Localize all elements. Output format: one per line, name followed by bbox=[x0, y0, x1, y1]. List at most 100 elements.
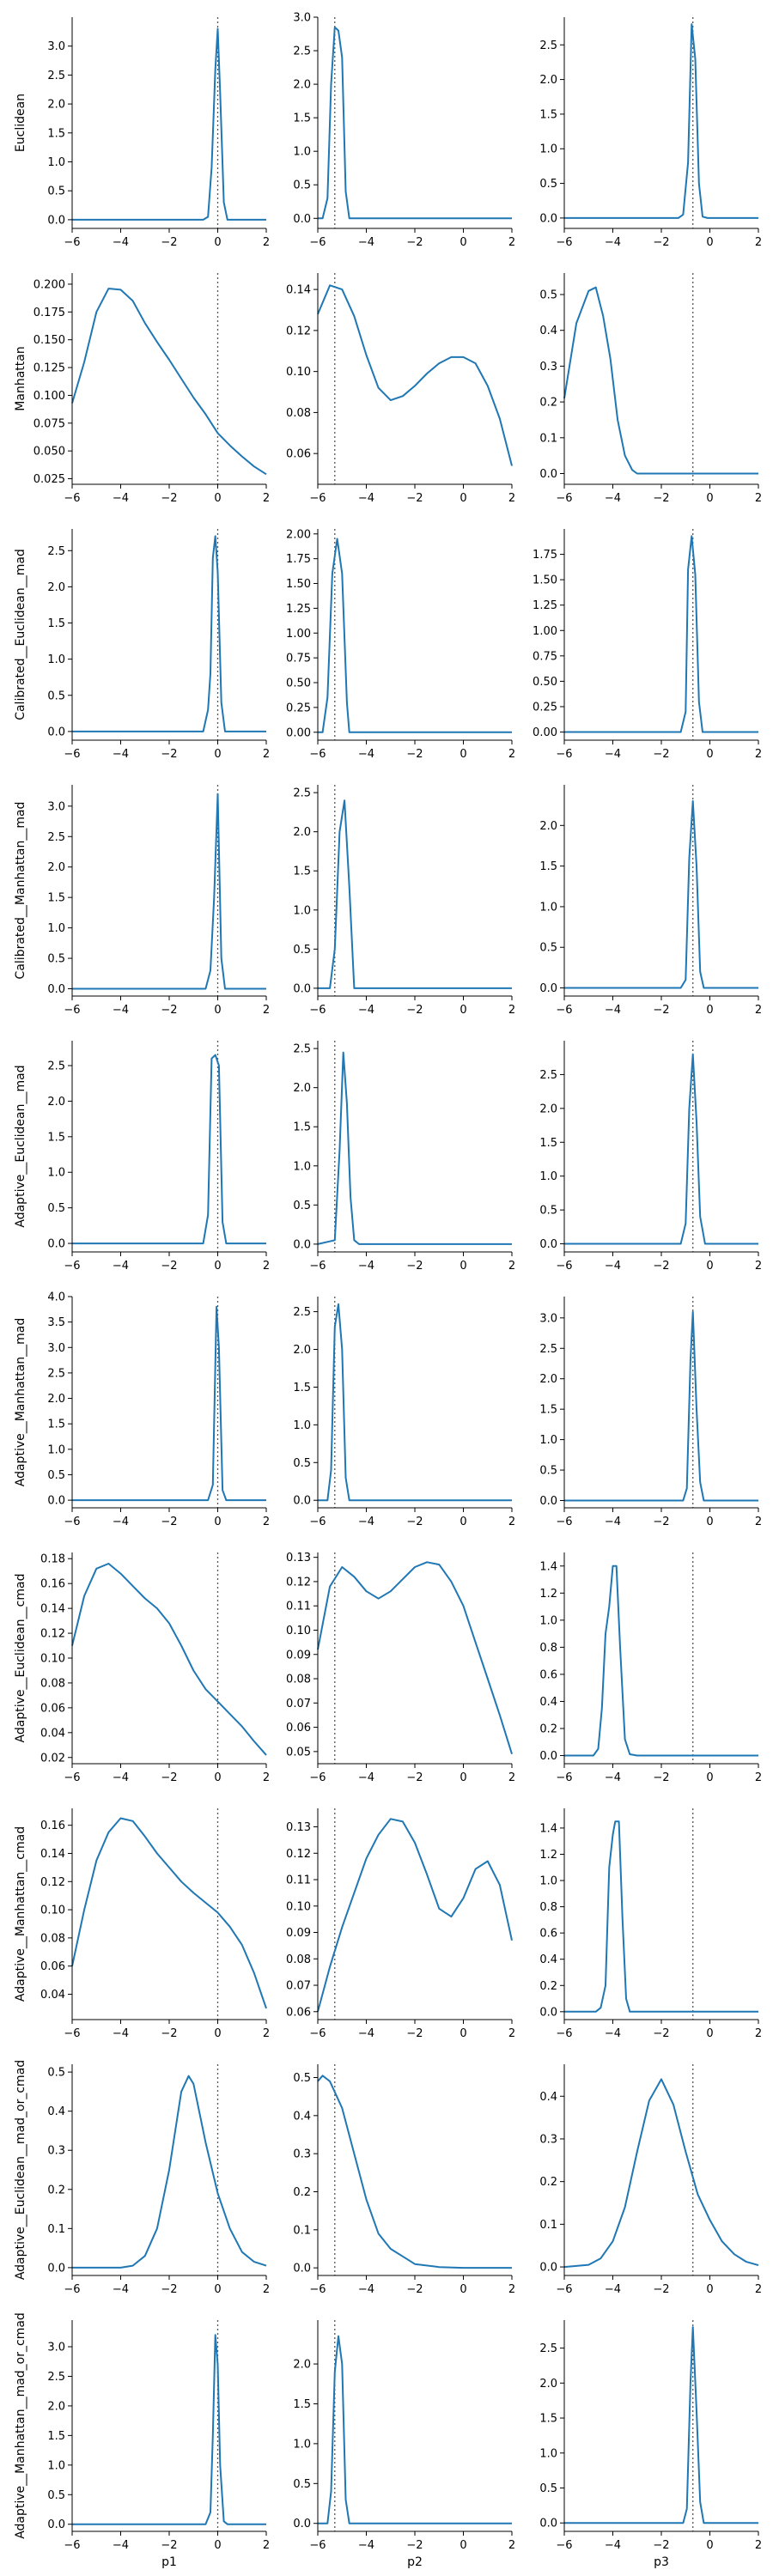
y-tick-label: 2.5 bbox=[539, 39, 557, 52]
y-tick-label: 0.09 bbox=[286, 1649, 311, 1662]
y-tick-label: 1.5 bbox=[47, 1419, 65, 1431]
y-tick-label: 0.04 bbox=[40, 1989, 65, 2002]
x-tick-label: −2 bbox=[653, 236, 669, 249]
panel-r10-p3: 0.0 0.5 1.0 1.5 2.0 2.5 −6 −4 −2 0 2 p3 bbox=[539, 2320, 762, 2569]
y-tick-label: 1.5 bbox=[539, 860, 557, 873]
y-tick-label: 0.75 bbox=[286, 653, 311, 665]
x-tick-label: −6 bbox=[64, 1260, 80, 1273]
panel-r8-p1: 0.04 0.06 0.08 0.10 0.12 0.14 0.16 −6 −4 −2 0 2 bbox=[40, 1808, 270, 2040]
y-tick-label: 0.0 bbox=[47, 726, 65, 738]
x-tick-label: −4 bbox=[605, 2539, 621, 2552]
y-tick-label: 0.14 bbox=[40, 1603, 65, 1616]
x-tick-label: −6 bbox=[309, 236, 326, 249]
density-line bbox=[563, 286, 758, 475]
y-tick-label: 0.1 bbox=[293, 2224, 311, 2237]
x-tick-label: −4 bbox=[358, 2283, 374, 2296]
y-tick-label: 0.4 bbox=[539, 1696, 557, 1709]
y-tick-label: 0.2 bbox=[539, 1723, 557, 1736]
panel-r7-p1: 0.02 0.04 0.06 0.08 0.10 0.12 0.14 0.16 0.18 −6 −4… bbox=[40, 1552, 270, 1784]
x-tick-label: −4 bbox=[113, 492, 129, 505]
y-tick-label: 1.5 bbox=[47, 2430, 65, 2443]
density-line bbox=[71, 1817, 267, 2009]
y-tick-label: 1.0 bbox=[293, 1419, 311, 1432]
density-line bbox=[317, 1051, 512, 1245]
x-tick-label: 2 bbox=[508, 492, 515, 505]
row-label: Adaptive__Euclidean__cmad bbox=[14, 1574, 27, 1743]
y-tick-label: 1.25 bbox=[533, 599, 557, 612]
x-tick-label: −4 bbox=[113, 1771, 129, 1784]
y-tick-label: 0.0 bbox=[293, 982, 311, 995]
y-tick-label: 0.2 bbox=[539, 1980, 557, 1993]
y-tick-label: 1.0 bbox=[293, 1160, 311, 1173]
row-label: Calibrated__Euclidean__mad bbox=[14, 549, 27, 720]
x-tick-label: 2 bbox=[263, 1771, 270, 1784]
x-tick-label: 2 bbox=[755, 2027, 762, 2040]
x-tick-label: 2 bbox=[508, 1771, 515, 1784]
y-tick-label: 0.16 bbox=[40, 1578, 65, 1591]
x-tick-label: −6 bbox=[556, 1771, 572, 1784]
y-tick-label: 2.5 bbox=[47, 545, 65, 558]
y-tick-label: 2.5 bbox=[293, 46, 311, 58]
x-tick-label: 2 bbox=[755, 1516, 762, 1528]
y-tick-label: 0.13 bbox=[286, 1821, 311, 1834]
y-tick-label: 3.0 bbox=[47, 40, 65, 53]
y-tick-label: 1.25 bbox=[286, 603, 311, 616]
density-line bbox=[72, 535, 266, 732]
x-tick-label: −6 bbox=[556, 2539, 572, 2552]
y-tick-label: 0.4 bbox=[539, 1953, 557, 1966]
y-tick-label: 0.13 bbox=[286, 1552, 311, 1564]
y-tick-label: 0.5 bbox=[293, 179, 311, 192]
density-line bbox=[317, 1561, 513, 1754]
x-tick-label: 2 bbox=[755, 2283, 762, 2296]
y-tick-label: 0.150 bbox=[33, 334, 65, 347]
y-tick-label: 0.5 bbox=[47, 2067, 65, 2080]
y-tick-label: 0.00 bbox=[533, 726, 557, 739]
x-tick-label: −6 bbox=[309, 2283, 326, 2296]
column-label-p2: p2 bbox=[407, 2555, 423, 2569]
y-tick-label: 2.00 bbox=[286, 528, 311, 541]
x-tick-label: −2 bbox=[406, 492, 423, 505]
density-line bbox=[564, 1820, 758, 2013]
x-tick-label: −4 bbox=[113, 2027, 129, 2040]
y-tick-label: 0.5 bbox=[539, 2482, 557, 2495]
y-tick-label: 0.05 bbox=[286, 1746, 311, 1759]
y-tick-label: 1.00 bbox=[286, 628, 311, 641]
y-tick-label: 0.10 bbox=[40, 1905, 65, 1917]
x-tick-label: −6 bbox=[556, 236, 572, 249]
x-tick-label: 0 bbox=[706, 748, 713, 761]
x-tick-label: −2 bbox=[161, 1004, 177, 1017]
x-tick-label: −6 bbox=[64, 2539, 80, 2552]
row-label: Manhattan bbox=[14, 346, 27, 410]
x-tick-label: −6 bbox=[309, 2027, 326, 2040]
y-tick-label: 1.5 bbox=[293, 2398, 311, 2411]
y-tick-label: 2.0 bbox=[293, 1344, 311, 1357]
density-line bbox=[72, 1305, 266, 1502]
y-tick-label: 0.11 bbox=[286, 1874, 311, 1887]
y-tick-label: 1.50 bbox=[286, 578, 311, 591]
y-tick-label: 0.5 bbox=[47, 2489, 65, 2502]
x-tick-label: 0 bbox=[706, 236, 713, 249]
y-tick-label: 1.0 bbox=[539, 1614, 557, 1627]
y-tick-label: 2.0 bbox=[293, 826, 311, 839]
y-tick-label: 0.5 bbox=[539, 942, 557, 955]
y-tick-label: 0.5 bbox=[539, 1205, 557, 1218]
x-tick-label: 0 bbox=[706, 1516, 713, 1528]
y-tick-label: 1.0 bbox=[47, 922, 65, 935]
x-tick-label: −2 bbox=[161, 2027, 177, 2040]
density-line bbox=[72, 2334, 266, 2525]
x-tick-label: −6 bbox=[309, 748, 326, 761]
panel-r1-p3: 0.0 0.5 1.0 1.5 2.0 2.5 −6 −4 −2 0 2 bbox=[539, 17, 762, 249]
y-tick-label: 0.3 bbox=[47, 2145, 65, 2158]
x-tick-label: 2 bbox=[755, 1260, 762, 1273]
y-tick-label: 1.0 bbox=[539, 1434, 557, 1447]
panel-r3-p2: 0.00 0.25 0.50 0.75 1.00 1.25 1.50 1.75 2.00 −6 −4… bbox=[286, 528, 515, 761]
y-tick-label: 0.1 bbox=[47, 2223, 65, 2236]
y-tick-label: 0.200 bbox=[33, 278, 65, 291]
panel-r7-p2: 0.05 0.06 0.07 0.08 0.09 0.10 0.11 0.12 0.13 −6 −4… bbox=[286, 1552, 515, 1784]
x-tick-label: −2 bbox=[653, 2539, 669, 2552]
y-tick-label: 0.5 bbox=[539, 289, 557, 302]
y-tick-label: 0.06 bbox=[40, 1960, 65, 1973]
column-label-p1: p1 bbox=[161, 2555, 177, 2569]
y-tick-label: 0.08 bbox=[286, 1674, 311, 1686]
x-tick-label: −2 bbox=[653, 1771, 669, 1784]
